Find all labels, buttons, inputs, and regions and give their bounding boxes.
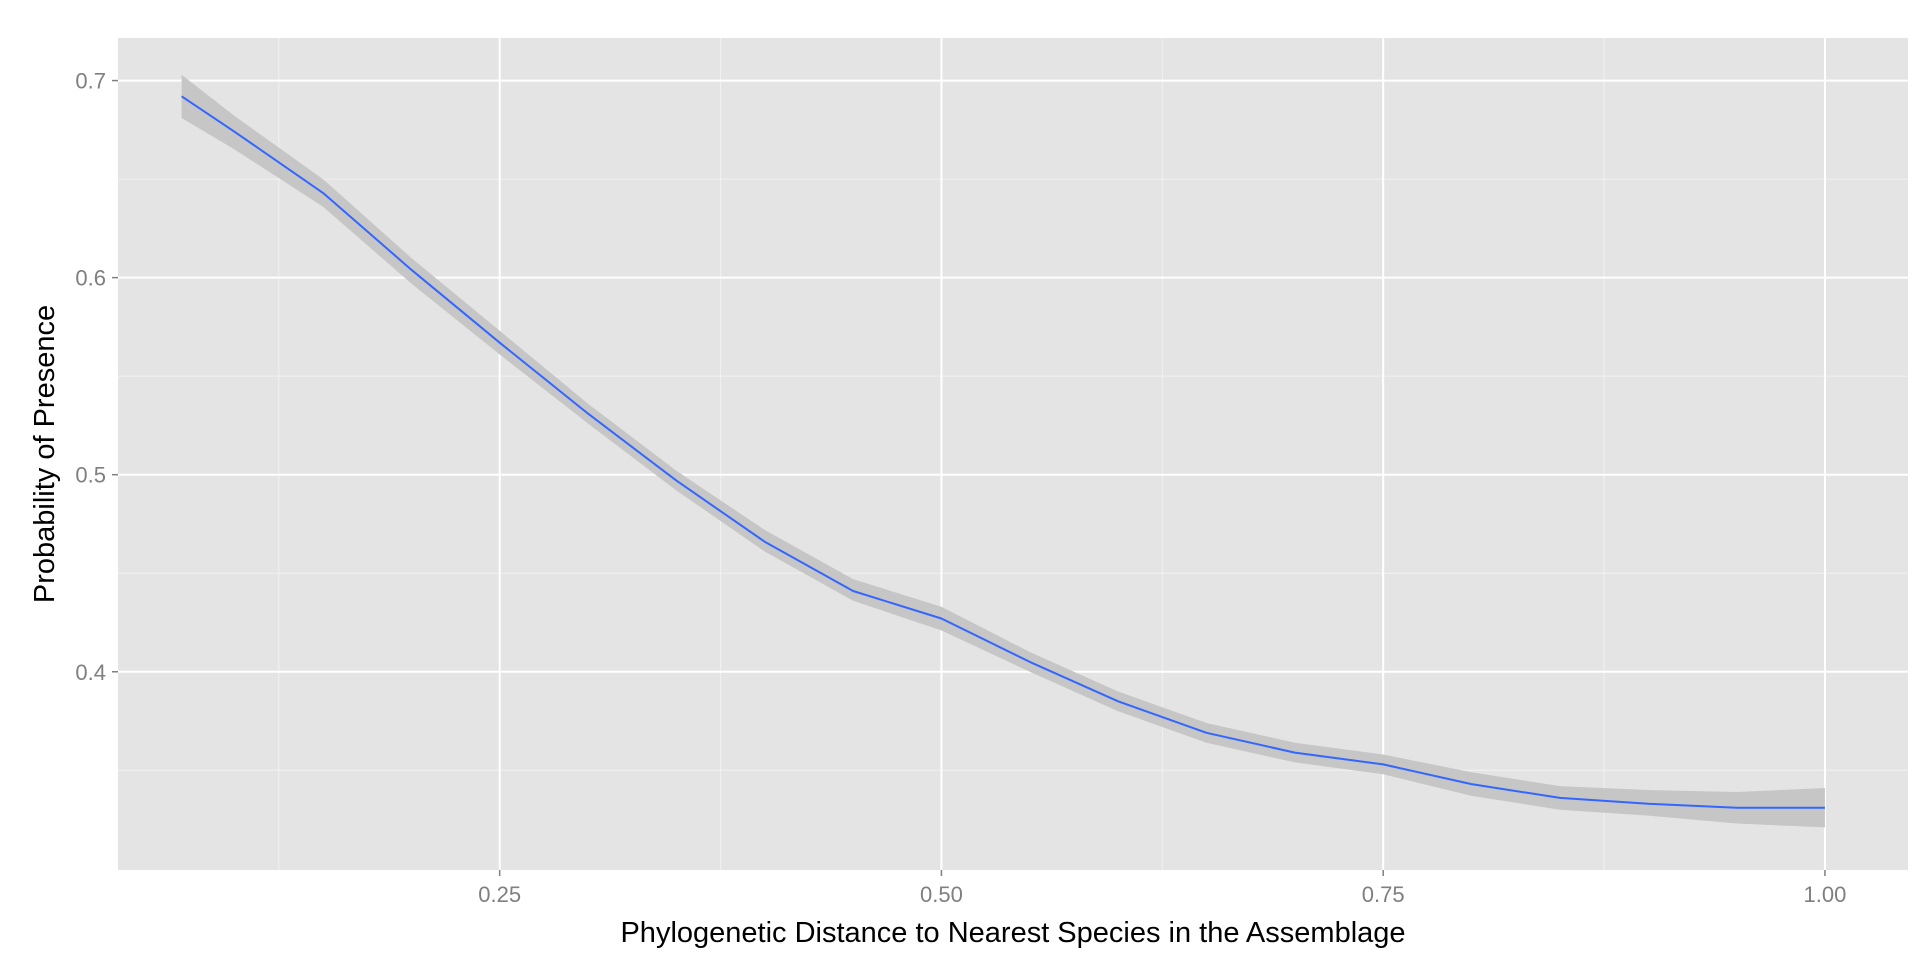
x-tick-label: 0.75	[1362, 882, 1405, 907]
major-gridlines	[118, 38, 1908, 870]
x-tick-label: 0.25	[478, 882, 521, 907]
y-tick-label: 0.7	[75, 69, 106, 94]
x-tick-label: 0.50	[920, 882, 963, 907]
minor-gridlines	[118, 38, 1908, 870]
y-tick-label: 0.4	[75, 660, 106, 685]
y-tick-label: 0.6	[75, 266, 106, 291]
x-axis-title: Phylogenetic Distance to Nearest Species…	[620, 917, 1405, 949]
fitted-line	[181, 95, 1825, 809]
x-axis-ticks: 0.25 0.50 0.75 1.00	[478, 870, 1846, 907]
x-tick-label: 1.00	[1804, 882, 1847, 907]
y-axis-title: Probability of Presence	[29, 305, 61, 603]
plot-panel	[118, 38, 1908, 870]
y-tick-label: 0.5	[75, 463, 106, 488]
y-axis-ticks: 0.4 0.5 0.6 0.7	[75, 69, 118, 685]
